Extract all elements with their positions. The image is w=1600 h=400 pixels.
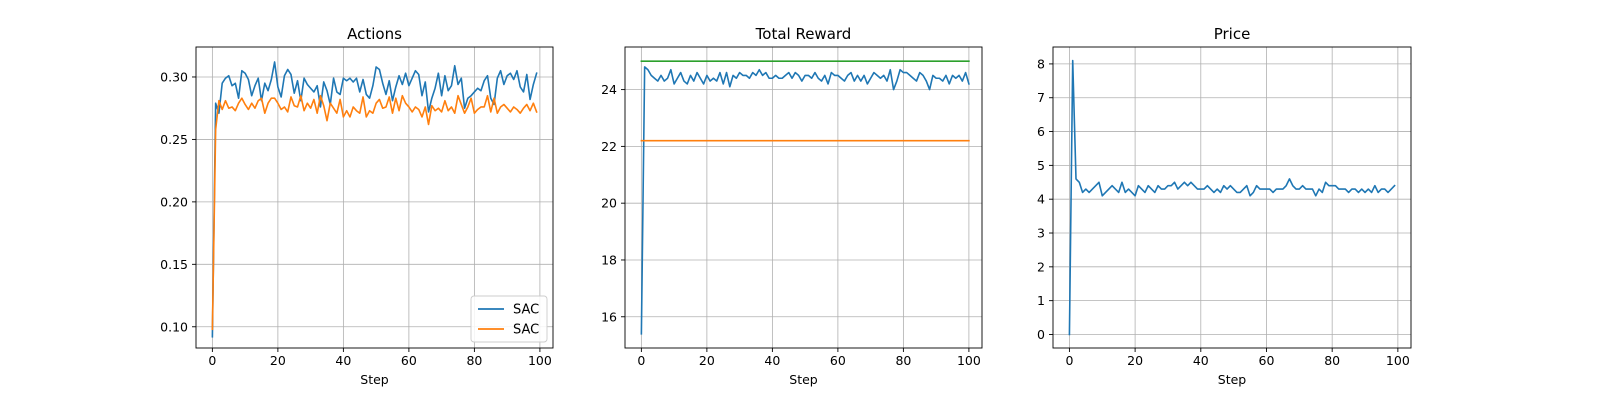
chart-panel-1: 0 20 40 60 80 100 0.10 0.15 0.20 0.25 0.30 Actions S… (160, 25, 554, 387)
x-tick-label: 20 (270, 353, 286, 368)
x-tick-label: 40 (764, 353, 780, 368)
y-tick-label: 0.30 (160, 69, 188, 84)
x-tick-label: 60 (830, 353, 846, 368)
x-tick-label: 80 (1324, 353, 1340, 368)
y-tick-label: 24 (601, 82, 617, 97)
x-tick-label: 80 (466, 353, 482, 368)
legend-label: SAC (513, 323, 539, 338)
series-line-1 (640, 66, 970, 335)
x-tick-label: 100 (1386, 353, 1410, 368)
y-tick-label: 18 (601, 252, 617, 267)
x-tick-label: 40 (1193, 353, 1209, 368)
x-tick-label: 100 (957, 353, 981, 368)
series-line-1 (1068, 59, 1396, 336)
y-tick-label: 0.25 (160, 132, 188, 147)
y-tick-label: 22 (601, 139, 617, 154)
x-tick-label: 0 (637, 353, 645, 368)
series-group (211, 61, 538, 338)
x-tick-label: 60 (1259, 353, 1275, 368)
axes-frame (624, 46, 983, 349)
series-line-2 (211, 94, 538, 331)
y-tick-label: 4 (1037, 192, 1045, 207)
y-tick-label: 0.10 (160, 319, 188, 334)
legend: SAC SAC (470, 295, 548, 343)
y-tick-label: 7 (1037, 90, 1045, 105)
y-tick-label: 0.20 (160, 194, 188, 209)
x-tick-label: 20 (1127, 353, 1143, 368)
y-tick-label: 6 (1037, 124, 1045, 139)
chart-title: Actions (347, 25, 402, 43)
x-tick-label: 20 (699, 353, 715, 368)
y-tick-label: 16 (601, 309, 617, 324)
series-line-1 (211, 61, 538, 338)
x-axis-label: Step (360, 372, 389, 387)
series-group (640, 60, 970, 335)
series-group (1068, 59, 1396, 336)
x-tick-label: 40 (335, 353, 351, 368)
x-tick-label: 0 (208, 353, 216, 368)
chart-title: Price (1214, 25, 1251, 43)
chart-panel-2: 0 20 40 60 80 100 16 18 20 22 24 Total Reward Step (601, 25, 983, 387)
x-tick-label: 0 (1065, 353, 1073, 368)
y-tick-label: 8 (1037, 56, 1045, 71)
y-tick-label: 20 (601, 196, 617, 211)
chart-title: Total Reward (755, 25, 852, 43)
y-tick-label: 3 (1037, 226, 1045, 241)
axes-frame (1052, 46, 1412, 349)
legend-box (470, 295, 548, 343)
x-tick-label: 60 (401, 353, 417, 368)
axes-frame (195, 46, 554, 349)
y-tick-label: 1 (1037, 293, 1045, 308)
y-tick-label: 5 (1037, 158, 1045, 173)
x-tick-label: 100 (528, 353, 552, 368)
x-axis-label: Step (789, 372, 818, 387)
y-tick-label: 2 (1037, 259, 1045, 274)
y-tick-label: 0.15 (160, 257, 188, 272)
x-tick-label: 80 (895, 353, 911, 368)
chart-panel-3: 0 20 40 60 80 100 0 1 2 3 4 5 6 7 8 Price Step (1037, 25, 1412, 387)
x-axis-label: Step (1218, 372, 1247, 387)
y-tick-label: 0 (1037, 327, 1045, 342)
legend-label: SAC (513, 303, 539, 318)
